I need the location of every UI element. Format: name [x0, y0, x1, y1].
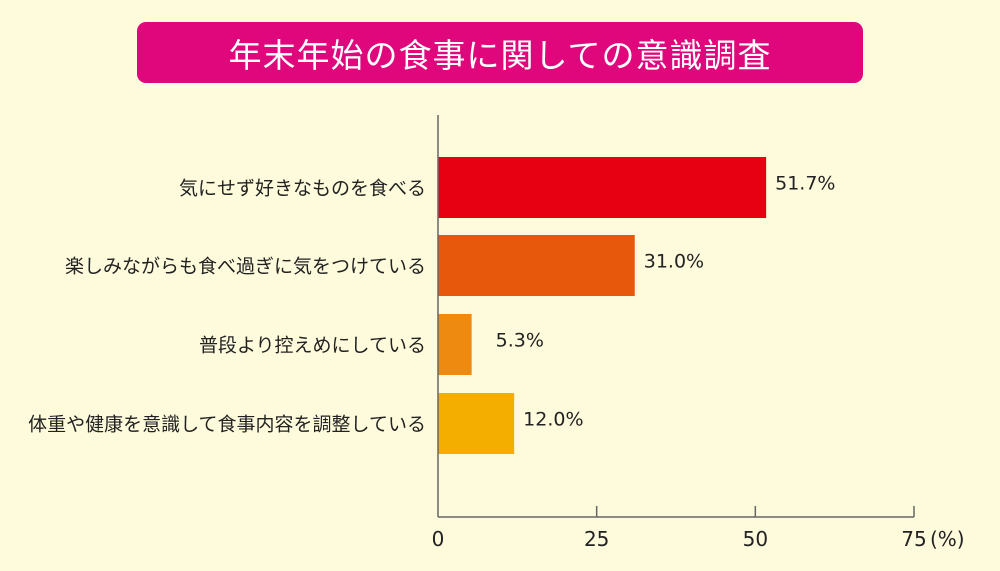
chart-title: 年末年始の食事に関しての意識調査 [137, 22, 863, 83]
category-label: 普段より控えめにしている [199, 335, 426, 357]
bar [438, 393, 515, 454]
value-label: 51.7% [775, 173, 835, 195]
category-label: 体重や健康を意識して食事内容を調整している [28, 414, 426, 436]
category-label: 楽しみながらも食べ過ぎに気をつけている [65, 256, 426, 278]
bar [438, 157, 767, 218]
x-tick-label: 50 [743, 527, 768, 551]
category-label: 気にせず好きなものを食べる [179, 178, 426, 200]
bar [438, 235, 635, 296]
value-label: 31.0% [644, 251, 704, 273]
x-tick-label: 0 [432, 527, 445, 551]
value-label: 5.3% [496, 330, 544, 352]
x-tick-label: 75 [901, 527, 926, 551]
x-unit-label: (%) [930, 527, 965, 551]
x-tick-label: 25 [584, 527, 609, 551]
bar [438, 314, 472, 375]
value-label: 12.0% [523, 409, 583, 431]
